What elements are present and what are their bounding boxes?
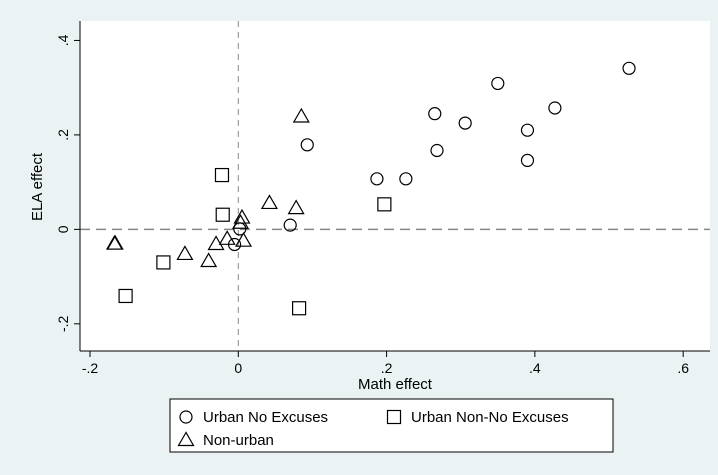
circle-marker — [428, 107, 442, 121]
x-tick-label: .2 — [381, 360, 393, 376]
circle-marker — [370, 172, 384, 186]
legend-square-icon — [386, 409, 402, 425]
legend-label: Urban No Excuses — [203, 409, 328, 426]
square-marker — [156, 255, 171, 270]
triangle-marker — [218, 230, 236, 245]
square-marker — [118, 288, 133, 304]
square-marker — [214, 167, 230, 183]
circle-marker — [430, 143, 444, 158]
circle-marker — [622, 61, 636, 75]
x-tick-label: 0 — [234, 360, 242, 376]
legend: Urban No Excuses Urban Non-No Excuses Non-… — [169, 398, 614, 453]
circle-marker — [399, 172, 413, 186]
x-axis-title: Math effect — [358, 376, 433, 393]
y-tick-label: .2 — [55, 129, 71, 141]
circle-marker — [520, 153, 535, 168]
circle-marker — [283, 218, 297, 232]
plot-area — [80, 21, 710, 351]
circle-marker — [458, 116, 472, 130]
square-marker — [215, 207, 230, 222]
legend-triangle-icon — [177, 431, 195, 447]
triangle-marker — [200, 252, 218, 268]
triangle-marker — [233, 208, 251, 224]
x-tick-label: .6 — [677, 360, 689, 376]
legend-circle-icon — [179, 410, 193, 424]
triangle-marker — [234, 232, 253, 247]
y-tick-label: 0 — [55, 225, 71, 233]
triangle-marker — [260, 194, 278, 210]
legend-label: Urban Non-No Excuses — [411, 409, 569, 426]
y-axis-title: ELA effect — [29, 152, 46, 221]
circle-marker — [300, 138, 314, 152]
y-tick-label: .4 — [55, 34, 71, 46]
triangle-marker — [292, 107, 310, 123]
legend-label: Non-urban — [203, 432, 274, 449]
square-marker — [377, 197, 392, 212]
x-tick-label: .4 — [529, 360, 541, 376]
circle-marker — [520, 123, 535, 137]
circle-marker — [548, 101, 562, 115]
y-tick-label: -.2 — [55, 315, 71, 332]
triangle-marker — [287, 199, 305, 215]
x-tick-label: -.2 — [82, 360, 99, 376]
triangle-marker — [106, 234, 124, 250]
square-marker — [291, 301, 307, 316]
legend-box — [169, 398, 614, 453]
triangle-marker — [231, 214, 250, 229]
circle-marker — [491, 76, 505, 91]
triangle-marker — [176, 245, 194, 261]
